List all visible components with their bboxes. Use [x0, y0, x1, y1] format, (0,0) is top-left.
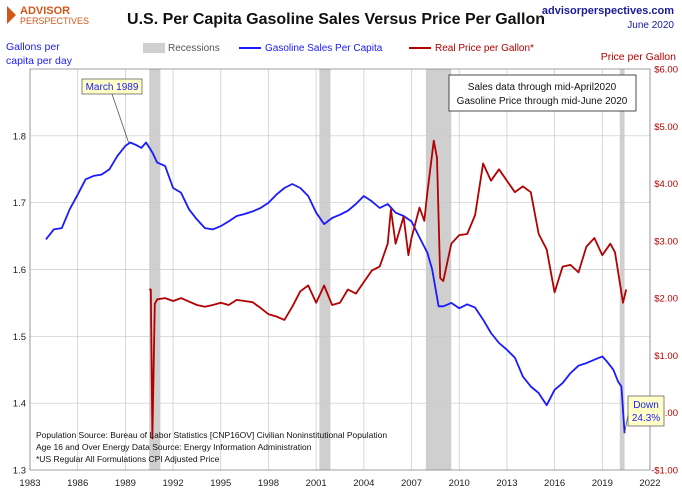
legend-recessions-swatch — [143, 43, 165, 53]
peak-callout-box — [81, 78, 143, 95]
brand-mark-icon — [7, 6, 16, 24]
series-line-real-price — [149, 139, 628, 440]
peak-callout: March 1989 — [81, 78, 143, 143]
y-right-tick-label-4: $3.00 — [654, 236, 678, 247]
plot-frame — [29, 68, 651, 471]
legend-sales-label: Gasoline Sales Per Capita — [265, 43, 383, 54]
series-line-gasoline-sales — [45, 141, 626, 434]
x-tick-label-9: 2010 — [449, 478, 470, 489]
y-left-tick-label-0: 1.3 — [13, 466, 26, 477]
x-axis: 1983 1986 1989 1992 1995 1998 2001 2004 2007 2010… — [19, 478, 660, 489]
down-callout: Down 24.3% — [624, 395, 665, 434]
legend-price-label: Real Price per Gallon* — [435, 43, 534, 54]
y-left-tick-label-1: 1.4 — [13, 399, 26, 410]
data-note-line1: Sales data through mid-April2020 — [468, 82, 617, 93]
header-date: June 2020 — [627, 20, 674, 31]
down-leader-line — [624, 414, 629, 434]
series-layer — [45, 139, 628, 440]
data-note-frame — [448, 74, 637, 112]
y-right-tick-label-7: $6.00 — [654, 65, 678, 76]
down-callout-box — [627, 395, 665, 427]
chart-title: U.S. Per Capita Gasoline Sales Versus Pr… — [127, 11, 545, 28]
legend: Recessions Gasoline Sales Per Capita Rea… — [143, 43, 534, 54]
data-note-box: Sales data through mid-April2020 Gasolin… — [448, 74, 637, 112]
y-right-tick-label-5: $4.00 — [654, 179, 678, 190]
y-right-tick-label-3: $2.00 — [654, 294, 678, 305]
y-right-label: Price per Gallon — [601, 51, 676, 63]
brand-logo: ADVISOR PERSPECTIVES — [7, 5, 89, 26]
source-line3: *US Regular All Formulations CPI Adjuste… — [36, 454, 220, 464]
legend-recessions-label: Recessions — [168, 43, 220, 54]
y-left-tick-label-2: 1.5 — [13, 332, 26, 343]
peak-callout-text: March 1989 — [86, 82, 139, 93]
y-left-tick-label-3: 1.6 — [13, 265, 26, 276]
y-right-tick-label-6: $5.00 — [654, 122, 678, 133]
source-line1: Population Source: Bureau of Labor Stati… — [36, 430, 387, 440]
x-tick-label-0: 1983 — [19, 478, 40, 489]
y-left-tick-label-5: 1.8 — [13, 131, 26, 142]
y-right-tick-label-0: -$1.00 — [651, 466, 678, 477]
x-tick-label-8: 2007 — [401, 478, 422, 489]
down-callout-line2: 24.3% — [632, 413, 660, 424]
data-note-line2: Gasoline Price through mid-June 2020 — [457, 96, 628, 107]
x-tick-label-4: 1995 — [210, 478, 231, 489]
x-tick-label-6: 2001 — [306, 478, 327, 489]
source-line2: Age 16 and Over Energy Data Source: Ener… — [36, 442, 312, 452]
x-tick-label-11: 2016 — [544, 478, 565, 489]
y-left-axis: 1.3 1.4 1.5 1.6 1.7 1.8 — [13, 131, 26, 476]
source-notes: Population Source: Bureau of Labor Stati… — [36, 430, 387, 464]
brand-line2: PERSPECTIVES — [20, 16, 89, 26]
y-right-tick-label-1: $0.00 — [654, 408, 678, 419]
y-right-axis: -$1.00 $0.00 $1.00 $2.00 $3.00 $4.00 $5.00 $6.0… — [651, 65, 678, 477]
x-tick-label-10: 2013 — [496, 478, 517, 489]
x-tick-label-2: 1989 — [115, 478, 136, 489]
y-left-label-line2: capita per day — [6, 55, 73, 67]
x-tick-label-1: 1986 — [67, 478, 88, 489]
y-left-tick-label-4: 1.7 — [13, 198, 26, 209]
x-tick-label-12: 2019 — [592, 478, 613, 489]
x-tick-label-7: 2004 — [353, 478, 374, 489]
brand-line1: ADVISOR — [20, 5, 70, 17]
x-tick-label-13: 2022 — [639, 478, 660, 489]
x-tick-label-5: 1998 — [258, 478, 279, 489]
peak-leader-line — [111, 93, 129, 143]
gridlines — [29, 69, 651, 470]
y-right-tick-label-2: $1.00 — [654, 351, 678, 362]
site-name: advisorperspectives.com — [542, 5, 674, 17]
x-tick-label-3: 1992 — [163, 478, 184, 489]
y-left-label-line1: Gallons per — [6, 41, 60, 53]
down-callout-line1: Down — [633, 400, 659, 411]
